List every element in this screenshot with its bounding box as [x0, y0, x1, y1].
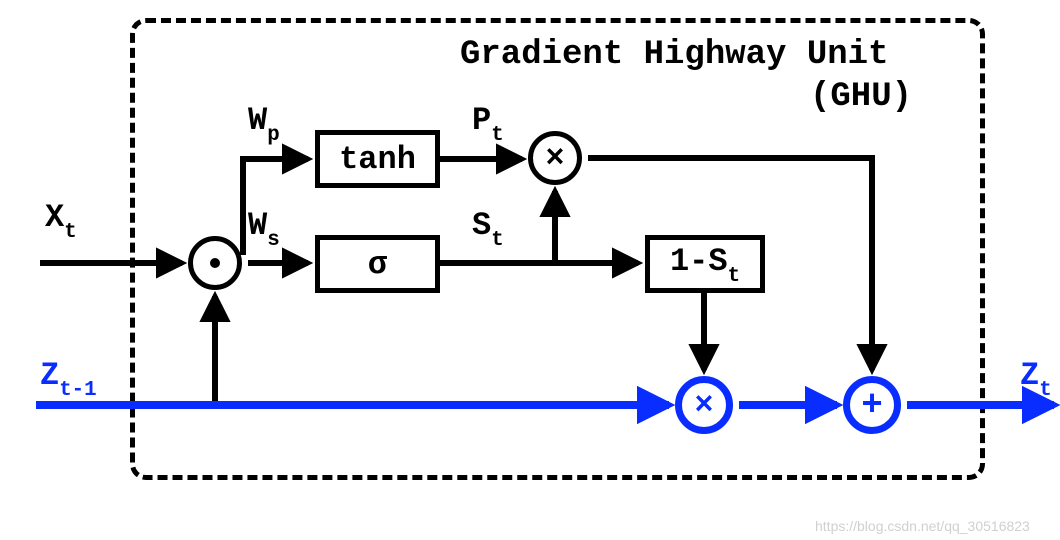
multiply-p-op: ×	[528, 131, 582, 185]
concat-op	[188, 236, 242, 290]
label-Zt-minus-1: Zt-1	[40, 360, 97, 398]
one-minus-s-box: 1-St	[645, 235, 765, 293]
sigma-box: σ	[315, 235, 440, 293]
watermark: https://blog.csdn.net/qq_30516823	[815, 518, 1030, 534]
one-minus-s-label: 1-St	[670, 243, 740, 284]
add-op: +	[843, 376, 901, 434]
label-Pt: Pt	[472, 105, 504, 143]
diagram-canvas: Gradient Highway Unit (GHU) Xt Wp Ws Pt …	[0, 0, 1060, 540]
label-Wp: Wp	[248, 105, 280, 143]
label-St: St	[472, 210, 504, 248]
label-Zt: Zt	[1020, 360, 1052, 398]
title-line1: Gradient Highway Unit	[460, 38, 888, 72]
label-Ws: Ws	[248, 210, 280, 248]
multiply-z-op: ×	[675, 376, 733, 434]
tanh-box: tanh	[315, 130, 440, 188]
title-line2: (GHU)	[810, 80, 912, 114]
label-Xt: Xt	[45, 202, 77, 240]
tanh-label: tanh	[339, 141, 416, 178]
sigma-label: σ	[368, 246, 387, 283]
